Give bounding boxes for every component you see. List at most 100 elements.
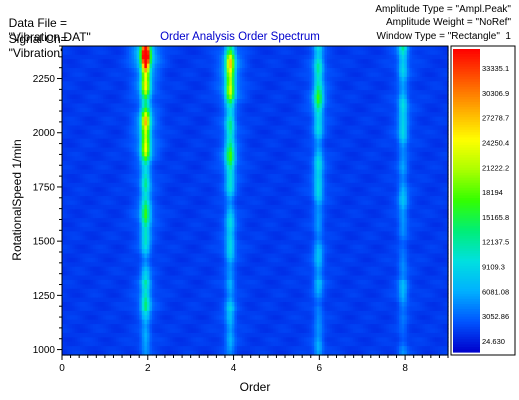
heatmap-cell: [206, 46, 210, 52]
heatmap-cell: [95, 76, 99, 82]
heatmap-cell: [303, 156, 308, 162]
heatmap-cell: [193, 85, 197, 91]
heatmap-cell: [283, 103, 287, 109]
heatmap-cell: [149, 103, 153, 109]
heatmap-cell: [224, 94, 228, 100]
heatmap-cell: [342, 138, 346, 144]
heatmap-cell: [345, 138, 349, 144]
heatmap-cell: [164, 151, 169, 157]
heatmap-cell: [270, 94, 274, 100]
heatmap-cell: [363, 103, 367, 109]
heatmap-cell: [347, 98, 351, 104]
heatmap-cell: [283, 90, 287, 96]
heatmap-cell: [247, 94, 251, 100]
heatmap-cell: [167, 72, 171, 78]
heatmap-cell: [144, 143, 148, 149]
heatmap-cell: [419, 90, 423, 96]
heatmap-cell: [368, 134, 372, 140]
heatmap-cell: [182, 121, 187, 127]
heatmap-cell: [74, 138, 79, 144]
heatmap-cell: [67, 76, 71, 82]
heatmap-cell: [334, 90, 338, 96]
heatmap-cell: [296, 147, 300, 153]
heatmap-cell: [324, 54, 328, 60]
heatmap-cell: [118, 112, 122, 118]
heatmap-cell: [231, 50, 236, 56]
heatmap-cell: [365, 46, 369, 52]
heatmap-cell: [350, 94, 354, 100]
heatmap-cell: [332, 98, 336, 104]
heatmap-cell: [262, 121, 266, 127]
heatmap-cell: [64, 156, 68, 162]
heatmap-cell: [363, 81, 367, 87]
heatmap-cell: [267, 59, 272, 65]
heatmap-cell: [345, 94, 349, 100]
heatmap-cell: [440, 90, 444, 96]
heatmap-cell: [381, 46, 385, 52]
heatmap-cell: [381, 76, 385, 82]
heatmap-cell: [236, 98, 241, 104]
heatmap-cell: [200, 103, 205, 109]
heatmap-cell: [280, 129, 284, 135]
heatmap-cell: [146, 121, 151, 127]
heatmap-cell: [190, 90, 194, 96]
heatmap-cell: [134, 103, 138, 109]
heatmap-cell: [159, 85, 163, 91]
heatmap-cell: [211, 103, 215, 109]
heatmap-cell: [218, 98, 223, 104]
heatmap-cell: [365, 147, 369, 153]
heatmap-cell: [211, 72, 215, 78]
heatmap-cell: [185, 107, 189, 113]
heatmap-cell: [95, 85, 99, 91]
heatmap-cell: [188, 63, 192, 69]
heatmap-cell: [82, 143, 86, 149]
heatmap-cell: [77, 76, 81, 82]
heatmap-cell: [388, 138, 392, 144]
heatmap-cell: [391, 125, 395, 131]
heatmap-cell: [414, 134, 418, 140]
heatmap-cell: [260, 94, 264, 100]
heatmap-cell: [280, 107, 284, 113]
heatmap-cell: [116, 85, 120, 91]
heatmap-cell: [177, 46, 181, 52]
heatmap-cell: [365, 94, 369, 100]
heatmap-cell: [311, 98, 315, 104]
heatmap-cell: [311, 54, 315, 60]
heatmap-cell: [422, 107, 426, 113]
heatmap-cell: [383, 90, 387, 96]
heatmap-cell: [296, 94, 300, 100]
heatmap-cell: [131, 72, 135, 78]
heatmap-cell: [239, 116, 243, 122]
heatmap-cell: [134, 143, 138, 149]
heatmap-cell: [72, 68, 76, 74]
heatmap-cell: [252, 54, 256, 60]
heatmap-cell: [177, 50, 181, 56]
heatmap-cell: [406, 112, 410, 118]
heatmap-cell: [296, 63, 300, 69]
heatmap-cell: [103, 50, 107, 56]
heatmap-cell: [375, 134, 380, 140]
heatmap-cell: [141, 129, 145, 135]
heatmap-cell: [283, 46, 287, 52]
heatmap-cell: [375, 98, 380, 104]
heatmap-cell: [239, 46, 243, 52]
heatmap-cell: [262, 156, 266, 162]
heatmap-cell: [82, 129, 86, 135]
heatmap-cell: [244, 112, 248, 118]
heatmap-cell: [118, 81, 122, 87]
heatmap-cell: [103, 143, 107, 149]
heatmap-cell: [288, 107, 292, 113]
heatmap-cell: [136, 151, 140, 157]
heatmap-cell: [332, 59, 336, 65]
heatmap-cell: [221, 103, 225, 109]
heatmap-cell: [98, 90, 102, 96]
heatmap-cell: [393, 134, 398, 140]
heatmap-cell: [92, 134, 97, 140]
heatmap-cell: [100, 107, 104, 113]
heatmap-cell: [218, 138, 223, 144]
heatmap-cell: [226, 50, 230, 56]
heatmap-cell: [149, 59, 153, 65]
heatmap-cell: [85, 85, 89, 91]
heatmap-cell: [285, 147, 290, 153]
heatmap-cell: [108, 134, 112, 140]
